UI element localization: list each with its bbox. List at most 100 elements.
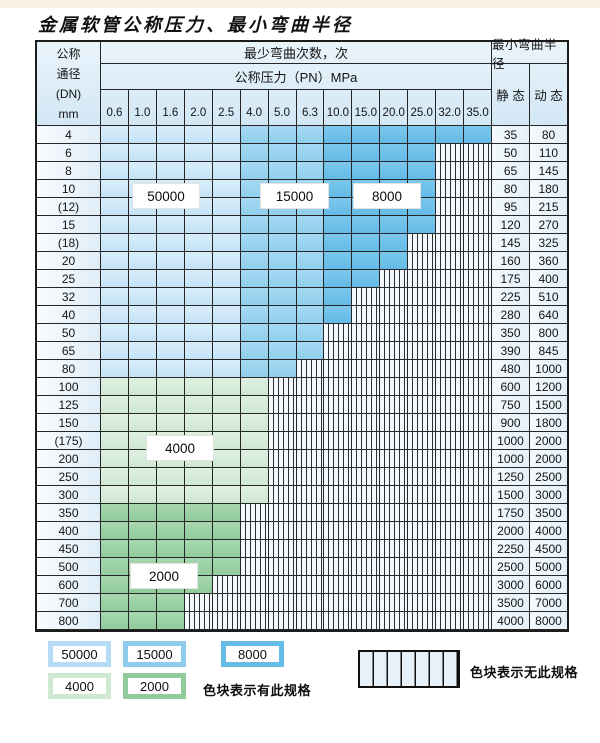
spec-cell-2000 [212,504,241,522]
static-radius-cell: 1000 [492,432,530,450]
pressure-header-cell: 2.0 [184,90,213,126]
dn-header-line: 通径 [56,66,81,81]
spec-cell-2000 [101,540,129,558]
no-spec-hatch-cell [436,612,465,630]
dn-cell: 25 [37,270,101,288]
no-spec-hatch-cell [380,594,409,612]
table-row: 800 4000 8000 [37,612,567,630]
spec-cell-50000 [128,324,157,342]
no-spec-hatch-cell [240,558,269,576]
no-spec-hatch-cell [324,540,353,558]
spec-cell-15000 [268,216,297,234]
no-spec-hatch-cell [464,324,492,342]
no-spec-hatch-cell [324,594,353,612]
table-row: 250 1250 2500 [37,468,567,486]
no-spec-hatch-cell [436,522,465,540]
no-spec-hatch-cell [380,342,409,360]
spec-cell-4000 [240,396,269,414]
bend-cycles-header: 最少弯曲次数，次 [101,42,492,64]
no-spec-hatch-cell [380,396,409,414]
no-spec-hatch-cell [268,594,297,612]
static-radius-cell: 750 [492,396,530,414]
spec-cell-4000 [212,432,241,450]
static-radius-cell: 145 [492,234,530,252]
spec-cell-2000 [101,504,129,522]
no-spec-hatch-cell [352,396,381,414]
no-spec-hatch-cell [408,612,437,630]
spec-cell-8000 [324,144,353,162]
no-spec-hatch-cell [436,198,465,216]
no-spec-hatch-cell [464,342,492,360]
spec-cell-15000 [296,234,325,252]
spec-cell-15000 [296,270,325,288]
spec-cell-50000 [101,234,129,252]
no-spec-hatch-cell [380,414,409,432]
no-spec-hatch-cell [380,612,409,630]
spec-cell-4000 [184,468,213,486]
no-spec-hatch-cell [436,180,465,198]
no-spec-hatch-cell [296,540,325,558]
no-spec-hatch-cell [296,360,325,378]
spec-cell-8000 [436,126,465,144]
no-spec-hatch-cell [268,486,297,504]
spec-cell-50000 [101,324,129,342]
no-spec-hatch-cell [352,612,381,630]
dn-cell: (175) [37,432,101,450]
no-spec-hatch-cell [436,288,465,306]
no-spec-hatch-cell [436,486,465,504]
no-spec-hatch-cell [352,522,381,540]
no-spec-hatch-cell [436,576,465,594]
no-spec-hatch-cell [296,450,325,468]
no-spec-hatch-cell [324,486,353,504]
spec-cell-8000 [352,144,381,162]
no-spec-hatch-cell [464,612,492,630]
no-spec-hatch-cell [464,396,492,414]
pressure-header-cell: 1.0 [128,90,157,126]
static-radius-cell: 120 [492,216,530,234]
no-spec-hatch-cell [324,450,353,468]
dynamic-radius-cell: 510 [530,288,567,306]
spec-cell-50000 [212,360,241,378]
no-spec-hatch-cell [436,414,465,432]
no-spec-hatch-cell [380,558,409,576]
legend-swatch-15000: 15000 [123,641,186,667]
spec-cell-15000 [296,126,325,144]
spec-cell-50000 [212,198,241,216]
spec-cell-15000 [240,162,269,180]
spec-cell-50000 [184,234,213,252]
spec-cell-50000 [212,270,241,288]
no-spec-hatch-cell [436,594,465,612]
no-spec-hatch-cell [464,486,492,504]
spec-cell-50000 [101,162,129,180]
no-spec-hatch-cell [436,558,465,576]
spec-cell-15000 [240,360,269,378]
static-radius-cell: 50 [492,144,530,162]
spec-cell-4000 [240,414,269,432]
dn-cell: 40 [37,306,101,324]
no-spec-hatch-cell [436,144,465,162]
no-spec-hatch-cell [240,576,269,594]
dn-cell: 400 [37,522,101,540]
dn-cell: 250 [37,468,101,486]
spec-cell-4000 [128,378,157,396]
no-spec-hatch-cell [380,306,409,324]
dynamic-radius-cell: 845 [530,342,567,360]
spec-cell-4000 [240,450,269,468]
no-spec-hatch-cell [268,414,297,432]
no-spec-hatch-cell [436,432,465,450]
dynamic-radius-cell: 7000 [530,594,567,612]
no-spec-hatch-cell [352,378,381,396]
dn-cell: 65 [37,342,101,360]
no-spec-hatch-cell [268,522,297,540]
top-accent-strip [0,0,600,8]
dn-cell: 500 [37,558,101,576]
spec-cell-4000 [184,378,213,396]
dn-cell: 600 [37,576,101,594]
spec-cell-15000 [240,234,269,252]
cycles-label-50000: 50000 [133,184,199,208]
spec-cell-8000 [380,234,409,252]
spec-cell-50000 [212,180,241,198]
no-spec-hatch-cell [352,576,381,594]
spec-cell-50000 [128,360,157,378]
